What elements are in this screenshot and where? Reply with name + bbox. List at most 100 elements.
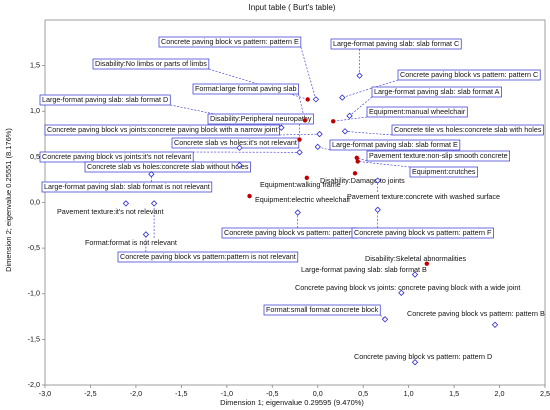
point-label: Equipment:manual wheelchair <box>369 107 466 116</box>
point-label: Pavement texture:it's not relevant <box>57 207 163 216</box>
point-label: Concrete paving block vs joints:it's not… <box>42 152 191 161</box>
x-tick-label: 2,0 <box>495 389 505 398</box>
point-label: Disability:No limbs or parts of limbs <box>95 59 207 68</box>
point-label: Concrete paving block vs pattern: patter… <box>407 309 545 318</box>
leader-line <box>342 79 399 98</box>
point <box>346 112 353 119</box>
point <box>424 261 430 266</box>
y-tick-label: -2,0 <box>28 380 40 389</box>
x-tick-label: -2,0 <box>130 389 142 398</box>
point-label: Equipment:crutches <box>412 167 476 176</box>
point-label: Pavement texture:concrete with washed su… <box>347 192 500 201</box>
point <box>354 155 360 160</box>
point-label: Concrete paving block vs pattern: patter… <box>161 37 299 46</box>
point <box>316 130 323 138</box>
point <box>356 72 363 79</box>
label-box <box>84 161 251 173</box>
label-box <box>391 124 544 136</box>
leader-line <box>357 161 411 168</box>
point <box>314 143 321 151</box>
label-box <box>371 86 502 98</box>
point-label: Concrete paving block vs pattern:pattern… <box>120 252 296 261</box>
label-box <box>397 69 541 81</box>
leader-line <box>279 133 320 136</box>
label-box <box>207 113 314 125</box>
point <box>278 124 285 131</box>
point <box>411 359 419 366</box>
label-box <box>39 94 171 106</box>
point-label: Equipment:walking frame <box>260 180 341 189</box>
point-label: Format:format is not relevant <box>85 238 177 247</box>
point <box>374 177 381 184</box>
point-label: Large-format paving slab: slab format A <box>374 87 500 96</box>
x-tick-label: -0,5 <box>266 389 278 398</box>
y-axis-title: Dimension 2; eigenvalue 0.25551 (8.176%) <box>4 128 13 272</box>
point <box>302 118 308 123</box>
label-box <box>409 166 478 178</box>
x-tick-label: 1,0 <box>404 389 414 398</box>
x-tick-label: 0,5 <box>358 389 368 398</box>
point <box>297 137 302 142</box>
x-tick-label: 2,5 <box>540 389 550 398</box>
y-tick-label: 0,5 <box>30 152 40 161</box>
y-tick-label: -1,0 <box>28 289 40 298</box>
point <box>304 175 310 181</box>
y-tick-label: 1,5 <box>30 61 40 70</box>
point-label: Large-format paving slab: slab format D <box>42 95 168 104</box>
point-label: Concrete paving block vs pattern: patter… <box>354 352 492 361</box>
label-box <box>158 36 302 48</box>
leader-line <box>344 131 393 136</box>
point <box>148 171 155 178</box>
point <box>352 171 358 176</box>
point-label: Format:small format concrete block <box>266 305 379 314</box>
leader-line <box>349 96 373 117</box>
point <box>150 200 158 207</box>
point-label: Large-format paving slab: slab format is… <box>44 182 210 191</box>
point <box>142 231 150 238</box>
point-label: Concrete slab vs holes:concrete slab wit… <box>87 162 249 171</box>
label-box <box>92 58 210 70</box>
point <box>122 200 130 207</box>
x-tick-label: 0,0 <box>313 389 323 398</box>
x-tick-label: -1,5 <box>175 389 187 398</box>
label-box <box>44 124 280 136</box>
label-box <box>366 150 510 162</box>
point-label: Pavement texture:non-slip smooth concret… <box>369 151 508 160</box>
point-label: Concrete paving block vs pattern: patter… <box>400 70 538 79</box>
point <box>355 159 360 164</box>
point <box>294 209 301 216</box>
point <box>341 128 349 135</box>
point <box>374 206 381 213</box>
y-tick-label: -1,5 <box>28 334 40 343</box>
point-label: Concrete tile vs holes:concrete slab wit… <box>394 125 542 134</box>
point-label: Large-format paving slab: slab format B <box>301 265 427 274</box>
point <box>236 144 243 151</box>
x-tick-label: -1,0 <box>221 389 233 398</box>
label-box <box>263 304 381 316</box>
y-tick-label: 0,0 <box>30 197 40 206</box>
point-label: Concrete paving block vs pattern: patter… <box>224 228 355 237</box>
x-tick-label: -2,5 <box>84 389 96 398</box>
point <box>296 149 303 156</box>
label-box <box>330 38 462 50</box>
point-label: Disability:Peripheral neuropathy <box>210 114 312 123</box>
point-label: Concrete paving block vs pattern: patter… <box>354 228 492 237</box>
point <box>247 193 252 199</box>
point-label: Large-format paving slab: slab format C <box>333 39 459 48</box>
point <box>330 119 336 124</box>
point <box>236 161 243 169</box>
label-box <box>171 137 300 149</box>
label-box <box>351 227 494 239</box>
point-label: Concrete slab vs holes:it's not relevant <box>174 138 297 147</box>
leader-line <box>333 116 368 122</box>
chart-title: Input table ( Burt's table) <box>249 3 336 12</box>
point-label: Equipment:electric wheelchair <box>255 195 351 204</box>
label-box <box>329 139 461 151</box>
label-box <box>41 181 213 193</box>
point-label: Disability:Damage to joints <box>320 176 405 185</box>
point-label: Concrete paving block vs joints:concrete… <box>47 125 278 134</box>
point <box>339 94 346 101</box>
point-label: Disability:Skeletal abnormalities <box>365 254 466 263</box>
